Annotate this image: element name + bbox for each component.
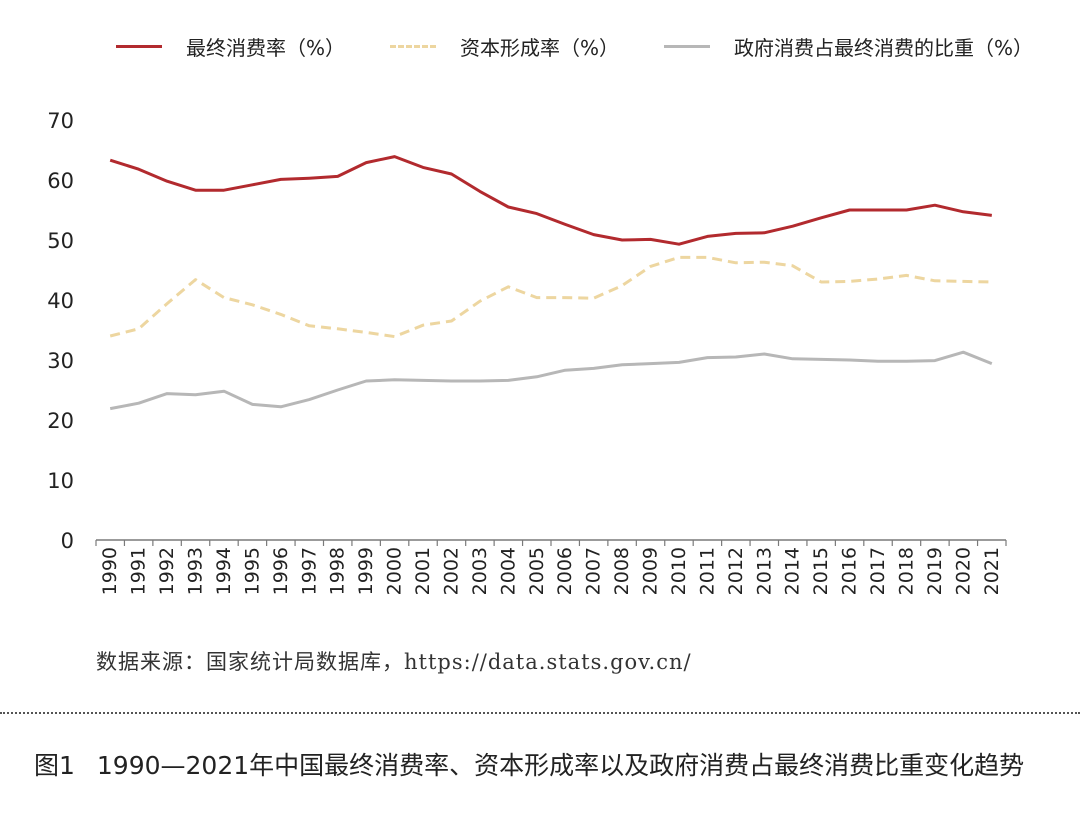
x-tick-label: 2010 [668, 547, 690, 595]
x-tick-label: 2016 [839, 547, 861, 595]
figure-caption: 图1 1990—2021年中国最终消费率、资本形成率以及政府消费占最终消费比重变化… [34, 746, 1024, 782]
dotted-divider [0, 712, 1080, 714]
legend-label: 资本形成率（%） [460, 35, 620, 60]
x-tick-label: 2020 [952, 547, 974, 595]
legend-label: 政府消费占最终消费的比重（%） [734, 35, 1034, 60]
x-tick-label: 2009 [640, 547, 662, 595]
series-line-government-consumption-share [109, 350, 993, 411]
x-tick-label: 1997 [298, 547, 320, 595]
x-tick-label: 2003 [469, 547, 491, 595]
x-tick-label: 2006 [554, 547, 576, 595]
y-tick-label: 20 [47, 409, 74, 433]
x-tick-label: 2000 [384, 547, 406, 595]
x-tick-label: 1992 [156, 547, 178, 595]
legend-label: 最终消费率（%） [186, 35, 346, 60]
legend-line-solid-red [116, 44, 162, 48]
legend-item-capital-formation: 资本形成率（%） [390, 28, 619, 64]
y-tick-label: 70 [47, 109, 74, 133]
x-tick-label: 2014 [782, 547, 804, 595]
x-tick-label: 2008 [611, 547, 633, 595]
x-tick-label: 1993 [185, 547, 207, 595]
x-tick-label: 1998 [327, 547, 349, 595]
x-tick-label: 2019 [924, 547, 946, 595]
x-tick-label: 2021 [981, 547, 1003, 595]
x-tick-label: 2012 [725, 547, 747, 595]
x-tick-label: 2004 [497, 547, 519, 595]
legend-item-final-consumption: 最终消费率（%） [116, 28, 345, 64]
y-tick-label: 10 [47, 469, 74, 493]
legend-line-solid-gray [664, 44, 710, 48]
x-tick-label: 2017 [867, 547, 889, 595]
legend-item-government-consumption-share: 政府消费占最终消费的比重（%） [664, 28, 1033, 64]
y-tick-label: 40 [47, 289, 74, 313]
x-tick-label: 2011 [696, 547, 718, 595]
x-tick-label: 1990 [99, 547, 121, 595]
x-tick-label: 2018 [895, 547, 917, 595]
y-tick-label: 60 [47, 169, 74, 193]
x-tick-label: 1991 [128, 547, 150, 595]
x-tick-label: 1995 [241, 547, 263, 595]
x-tick-label: 2015 [810, 547, 832, 595]
series-line-final-consumption [109, 155, 992, 246]
y-tick-label: 0 [61, 529, 74, 553]
chart-legend: 最终消费率（%） 资本形成率（%） 政府消费占最终消费的比重（%） [0, 28, 1080, 64]
x-tick-label: 1999 [355, 547, 377, 595]
series-line-capital-formation [109, 255, 992, 339]
data-source-note: 数据来源：国家统计局数据库，https://data.stats.gov.cn/ [96, 650, 692, 674]
figure-label: 图1 [34, 751, 75, 780]
x-tick-label: 2001 [412, 547, 434, 595]
x-tick-label: 2013 [753, 547, 775, 595]
x-tick-label: 1996 [270, 547, 292, 595]
y-tick-label: 30 [47, 349, 74, 373]
x-tick-label: 1994 [213, 547, 235, 595]
x-tick-label: 2007 [583, 547, 605, 595]
figure-title: 1990—2021年中国最终消费率、资本形成率以及政府消费占最终消费比重变化趋势 [96, 751, 1025, 780]
line-chart: 0 10 20 30 40 50 60 70 1990 1991 1992 1993 1994 1995 1… [47, 109, 1007, 595]
legend-line-dashed-beige [390, 44, 436, 48]
x-tick-label: 2005 [526, 547, 548, 595]
y-tick-label: 50 [47, 229, 74, 253]
x-tick-label: 2002 [440, 547, 462, 595]
